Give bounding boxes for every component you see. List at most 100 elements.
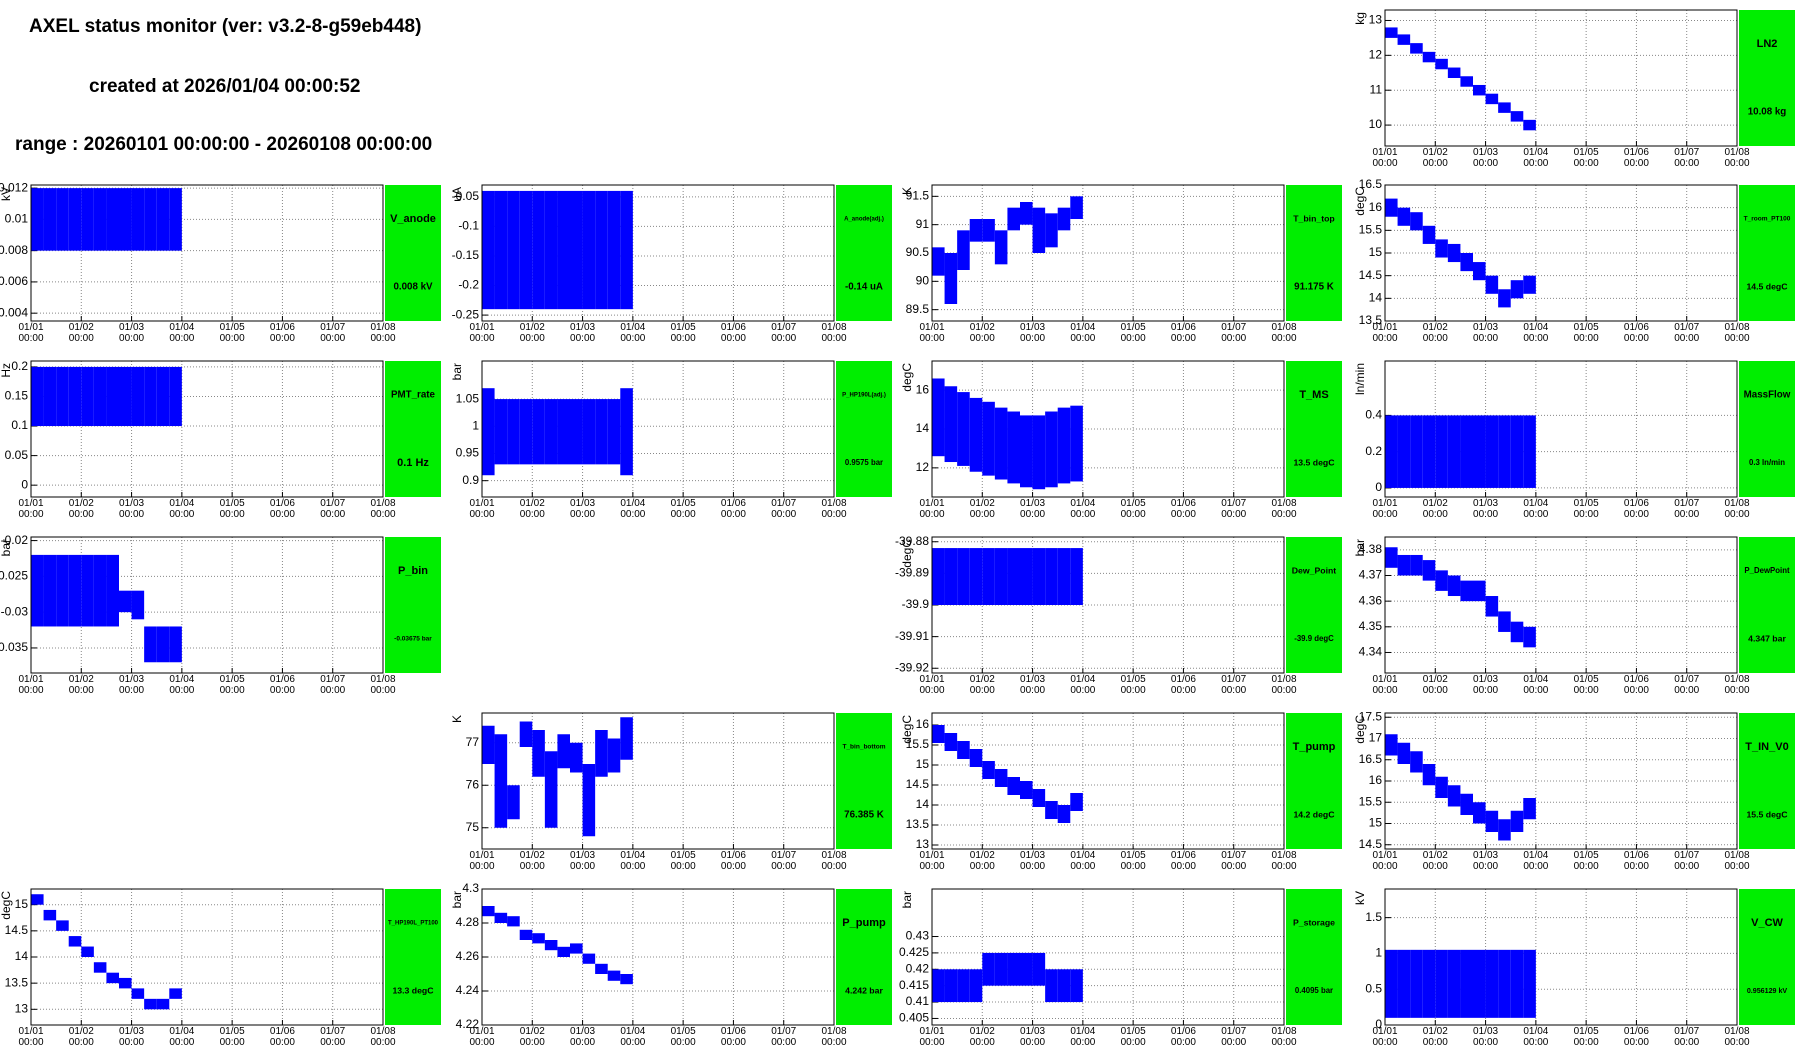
data-block — [1523, 415, 1536, 488]
x-tick-label: 01/02 00:00 — [68, 674, 94, 696]
status-panel — [1286, 713, 1342, 849]
y-tick-label: 13 — [916, 837, 930, 851]
y-axis-label: degC — [1353, 715, 1367, 744]
data-block — [1422, 560, 1436, 581]
y-tick-label: 13.5 — [906, 817, 930, 831]
plot-frame-line — [1384, 536, 1738, 674]
data-block — [93, 188, 107, 251]
data-block — [1460, 580, 1473, 602]
y-tick-label: 13.5 — [5, 975, 29, 989]
data-block — [1020, 415, 1033, 488]
x-tick-label: 01/04 00:00 — [1070, 322, 1096, 344]
x-tick-label: 01/01 00:00 — [1372, 322, 1398, 344]
x-tick-label: 01/02 00:00 — [969, 322, 995, 344]
x-tick-label: 01/06 00:00 — [720, 498, 746, 520]
data-block — [620, 717, 633, 760]
y-axis-label: K — [900, 187, 914, 195]
y-tick-label: 4.24 — [456, 983, 480, 997]
data-block — [156, 188, 170, 251]
status-panel — [1739, 713, 1795, 849]
x-tick-label: 01/05 00:00 — [219, 322, 245, 344]
status-panel — [1286, 537, 1342, 673]
data-block — [1422, 415, 1436, 488]
data-block — [1397, 207, 1411, 226]
data-block — [507, 785, 520, 820]
x-tick-label: 01/04 00:00 — [1523, 322, 1549, 344]
y-axis-label: degC — [1353, 187, 1367, 216]
y-tick-label: 0.05 — [5, 448, 29, 462]
data-block — [56, 188, 69, 251]
x-tick-label: 01/01 00:00 — [469, 850, 495, 872]
y-tick-label: -39.91 — [895, 629, 929, 643]
data-block — [570, 943, 583, 954]
x-tick-label: 01/03 00:00 — [570, 1026, 596, 1048]
data-block — [1007, 207, 1020, 231]
data-block — [1510, 415, 1524, 488]
panel-name: P_HP190L(adj.) — [842, 393, 886, 399]
y-tick-label: 0.41 — [906, 994, 930, 1008]
data-block — [532, 399, 545, 465]
panel-value: 0.008 kV — [393, 282, 433, 293]
data-block — [68, 366, 82, 427]
y-tick-label: 13.5 — [1359, 313, 1383, 327]
data-block — [982, 761, 995, 779]
data-block — [1020, 548, 1033, 605]
data-block — [944, 386, 958, 463]
data-block — [1045, 801, 1058, 819]
data-block — [595, 190, 608, 310]
y-tick-label: 15 — [1369, 245, 1383, 259]
y-tick-label: 17.5 — [1359, 709, 1383, 723]
y-tick-label: 15 — [15, 897, 29, 911]
data-block — [31, 366, 44, 427]
data-block — [507, 399, 520, 465]
x-tick-label: 01/04 00:00 — [1070, 674, 1096, 696]
data-block — [106, 972, 119, 984]
x-tick-label: 01/04 00:00 — [1523, 674, 1549, 696]
plot-frame-line — [931, 360, 1285, 498]
y-tick-label: 0.004 — [0, 305, 28, 319]
data-block — [557, 734, 570, 769]
y-tick-label: 14.5 — [1359, 268, 1383, 282]
y-tick-label: 91.5 — [906, 189, 930, 203]
y-tick-label: -0.2 — [458, 278, 479, 292]
data-block — [1435, 570, 1448, 591]
status-panel — [836, 889, 892, 1025]
x-tick-label: 01/04 00:00 — [620, 322, 646, 344]
y-tick-label: 4.22 — [456, 1017, 480, 1031]
data-block — [169, 988, 182, 999]
data-block — [557, 399, 570, 465]
data-block — [582, 399, 596, 465]
data-block — [1007, 952, 1020, 986]
data-block — [1397, 554, 1411, 576]
x-tick-label: 01/02 00:00 — [68, 1026, 94, 1048]
panel-value: 0.4095 bar — [1295, 986, 1333, 995]
data-block — [81, 188, 94, 251]
x-tick-label: 01/01 00:00 — [919, 850, 945, 872]
panel-value: 0.9575 bar — [845, 458, 883, 467]
data-block — [81, 554, 94, 627]
y-tick-label: 12 — [916, 460, 930, 474]
x-tick-label: 01/08 00:00 — [1724, 147, 1750, 169]
y-tick-label: 75 — [466, 820, 480, 834]
data-block — [1473, 262, 1486, 281]
x-tick-label: 01/01 00:00 — [18, 498, 44, 520]
data-block — [944, 733, 958, 751]
plot-frame-line — [1384, 9, 1738, 147]
data-block — [519, 721, 533, 747]
data-block — [119, 188, 132, 251]
data-block — [595, 963, 608, 974]
y-tick-label: -39.88 — [895, 534, 929, 548]
x-tick-label: 01/04 00:00 — [620, 1026, 646, 1048]
x-tick-label: 01/08 00:00 — [370, 498, 396, 520]
data-block — [1007, 411, 1020, 484]
y-tick-label: 4.3 — [462, 881, 479, 895]
data-block — [106, 366, 119, 427]
data-block — [1397, 949, 1411, 1018]
data-block — [1485, 810, 1499, 832]
panel-name: T_MS — [1299, 389, 1328, 401]
data-block — [932, 969, 945, 1003]
y-tick-label: 4.35 — [1359, 619, 1383, 633]
x-tick-label: 01/05 00:00 — [670, 498, 696, 520]
data-block — [957, 230, 970, 270]
